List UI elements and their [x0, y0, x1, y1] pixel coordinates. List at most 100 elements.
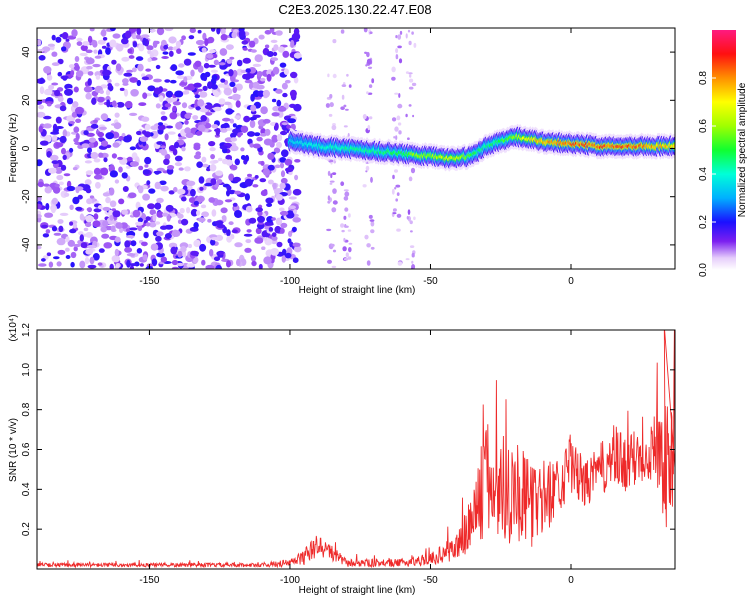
heat-cell [187, 52, 196, 56]
heat-cell [126, 69, 134, 73]
heat-cell [103, 157, 108, 163]
heat-cell [114, 82, 120, 87]
snr-y-ticks: 0.2 0.4 0.6 0.8 1.0 1.2 [21, 323, 675, 536]
heat-cell [273, 51, 278, 57]
heat-cell [207, 36, 215, 44]
heat-cell [266, 73, 272, 82]
heat-cell [86, 65, 93, 70]
heat-cell [55, 116, 62, 124]
heat-cell [147, 203, 156, 210]
heat-cell [193, 144, 201, 151]
heat-cell [43, 123, 52, 129]
heat-cell [171, 230, 181, 237]
heat-cell [90, 152, 99, 159]
heat-cell [370, 221, 375, 227]
heat-cell [137, 63, 144, 72]
heat-cell [244, 154, 250, 162]
heat-cell [196, 161, 203, 168]
heat-cell [289, 89, 297, 98]
heat-cell [100, 167, 109, 176]
heat-cell [209, 49, 217, 54]
heat-cell [37, 181, 45, 188]
heat-cell [137, 224, 143, 232]
heat-cell [130, 240, 137, 247]
heat-cell [254, 237, 264, 244]
heat-cell [348, 242, 353, 245]
colorbar-tick-label: 0.0 [698, 263, 709, 277]
heat-cell [280, 177, 288, 184]
heat-cell [347, 256, 352, 260]
heat-cell [325, 103, 330, 108]
heat-cell [254, 175, 259, 179]
heat-cell [267, 164, 275, 171]
heat-cell [231, 93, 241, 101]
heat-cell [216, 179, 223, 184]
heat-cell [236, 59, 243, 67]
heat-cell [145, 216, 151, 221]
heat-cell [51, 82, 59, 86]
heat-cell [72, 101, 79, 108]
heat-cell [407, 29, 411, 33]
heat-cell [144, 156, 152, 165]
heat-cell [219, 48, 228, 56]
heat-cell [164, 103, 172, 108]
heat-cell [330, 173, 333, 179]
heat-cell [280, 227, 285, 234]
heat-cell [149, 209, 156, 216]
heat-cell [286, 124, 291, 129]
heat-cell [218, 62, 226, 66]
heat-cell [88, 137, 97, 143]
heat-cell [344, 225, 349, 228]
heat-cell [97, 205, 103, 210]
heat-cell [66, 97, 74, 105]
heat-cell [398, 130, 402, 135]
snr-frame [36, 329, 676, 570]
heat-cell [274, 122, 279, 131]
heat-cell [275, 30, 283, 36]
heat-cell [157, 124, 166, 131]
heat-cell [218, 251, 224, 256]
heat-cell [197, 99, 205, 107]
heat-cell [399, 30, 403, 35]
heat-cell [395, 35, 398, 39]
heat-cell [73, 86, 79, 93]
heat-cell [111, 153, 117, 159]
heat-cell [109, 200, 117, 208]
heat-cell [218, 157, 223, 162]
heat-cell [220, 78, 226, 83]
heat-cell [270, 57, 279, 62]
heat-cell [176, 262, 184, 267]
heat-cell [98, 152, 104, 158]
heat-cell [329, 180, 335, 183]
heat-cell [184, 166, 191, 172]
heat-cell [124, 247, 133, 253]
heat-cell [79, 213, 85, 221]
heat-cell [266, 203, 273, 207]
heat-cell [156, 167, 165, 172]
heat-cell [71, 29, 78, 37]
heat-cell [228, 173, 235, 181]
heat-cell [99, 126, 107, 130]
heat-cell [80, 44, 88, 52]
heat-cell [174, 141, 180, 149]
heat-cell [102, 220, 109, 227]
heat-cell [274, 225, 282, 234]
heat-cell [273, 147, 281, 154]
heat-cell [332, 249, 337, 253]
snr-scale-label: (x10⁴) [8, 314, 19, 341]
heat-cell [367, 66, 373, 70]
heat-cell [85, 215, 94, 223]
heat-cell [201, 259, 206, 266]
heat-cell [248, 217, 257, 224]
heat-cell [126, 156, 133, 162]
heat-cell [168, 190, 175, 195]
heat-cell [255, 207, 263, 213]
heat-cell [368, 214, 373, 219]
heat-cell [210, 239, 216, 246]
heat-cell [58, 225, 64, 232]
heat-cell [186, 180, 196, 186]
heat-cell [222, 117, 231, 122]
heat-cell [97, 39, 106, 45]
heat-cell [41, 258, 46, 262]
heat-cell [59, 212, 69, 216]
